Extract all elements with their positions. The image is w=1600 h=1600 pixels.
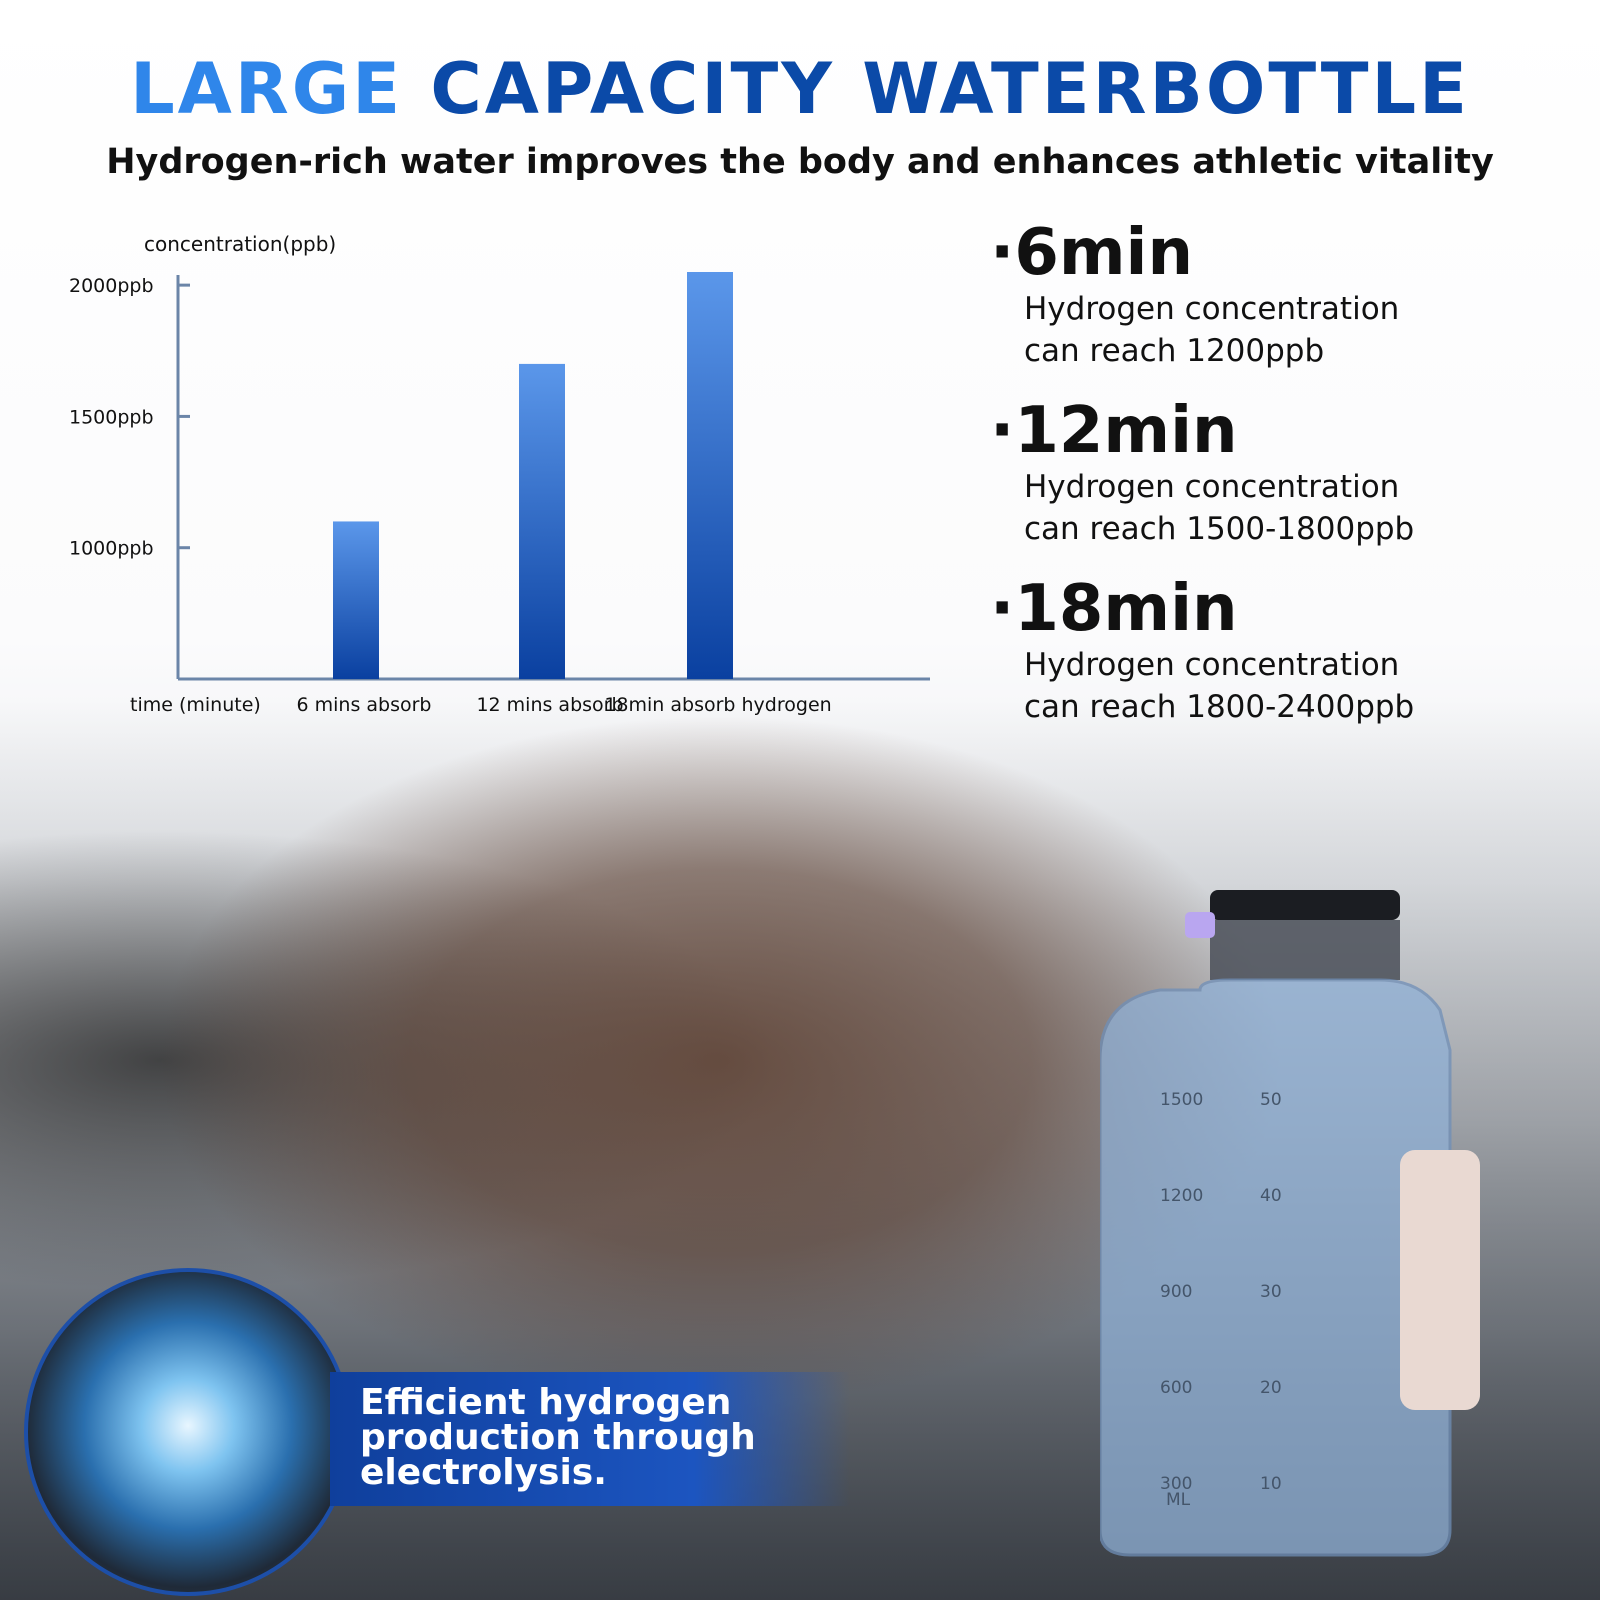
y-tick-label: 1000ppb xyxy=(69,538,154,560)
scale-right-label: 40 xyxy=(1260,1186,1282,1206)
bottle-cap xyxy=(1210,890,1400,920)
scale-left-label: 1500 xyxy=(1160,1090,1203,1110)
scale-right-label: 10 xyxy=(1260,1474,1282,1494)
scale-left-label: 600 xyxy=(1160,1378,1192,1398)
x-tick-label: 18min absorb hydrogen xyxy=(604,694,831,716)
scale-right-label: 50 xyxy=(1260,1090,1282,1110)
feature-desc-line1: Hydrogen concentration xyxy=(1024,647,1400,683)
feature-item: ·6min Hydrogen concentration can reach 120… xyxy=(990,218,1399,372)
scale-right-label: 30 xyxy=(1260,1282,1282,1302)
concentration-bar-chart: concentration(ppb) 1000ppb 1500ppb 2000ppb t… xyxy=(69,232,930,716)
bar xyxy=(519,363,565,679)
feature-desc-line2: can reach 1200ppb xyxy=(1024,333,1325,369)
electrolysis-closeup-image xyxy=(24,1268,352,1596)
scale-left-label: 300 xyxy=(1160,1474,1192,1494)
banner-text: Efficient hydrogen production through el… xyxy=(360,1382,756,1493)
feature-item: ·12min Hydrogen concentration can reach 15… xyxy=(990,396,1414,550)
bar xyxy=(687,272,733,679)
feature-desc-line1: Hydrogen concentration xyxy=(1024,291,1400,327)
feature-time: ·12min xyxy=(990,394,1238,468)
page-title: LARGE CAPACITY WATERBOTTLE xyxy=(130,48,1470,130)
x-axis-label: time (minute) xyxy=(130,694,261,716)
feature-time: ·6min xyxy=(990,216,1194,290)
scale-unit: ML xyxy=(1166,1490,1191,1510)
scale-left-label: 1200 xyxy=(1160,1186,1203,1206)
y-tick-label: 2000ppb xyxy=(69,275,154,297)
feature-desc-line2: can reach 1800-2400ppb xyxy=(1024,689,1415,725)
feature-desc-line2: can reach 1500-1800ppb xyxy=(1024,511,1415,547)
x-tick-label: 12 mins absorb xyxy=(476,694,623,716)
power-button xyxy=(1185,912,1215,938)
feature-item: ·18min Hydrogen concentration can reach 18… xyxy=(990,574,1414,728)
feature-time: ·18min xyxy=(990,572,1238,646)
y-axis-label: concentration(ppb) xyxy=(144,232,336,256)
scale-left-label: 900 xyxy=(1160,1282,1192,1302)
scale-right-label: 20 xyxy=(1260,1378,1282,1398)
bottle-handle xyxy=(1400,1150,1480,1410)
y-tick-label: 1500ppb xyxy=(69,406,154,428)
info-banner xyxy=(330,1372,850,1506)
bar xyxy=(333,521,379,679)
feature-desc-line1: Hydrogen concentration xyxy=(1024,469,1400,505)
water-bottle-image: 1500 50 1200 40 900 30 600 20 300 10 ML xyxy=(1100,890,1480,1557)
x-tick-label: 6 mins absorb xyxy=(297,694,432,716)
page-subtitle: Hydrogen-rich water improves the body an… xyxy=(106,142,1494,182)
